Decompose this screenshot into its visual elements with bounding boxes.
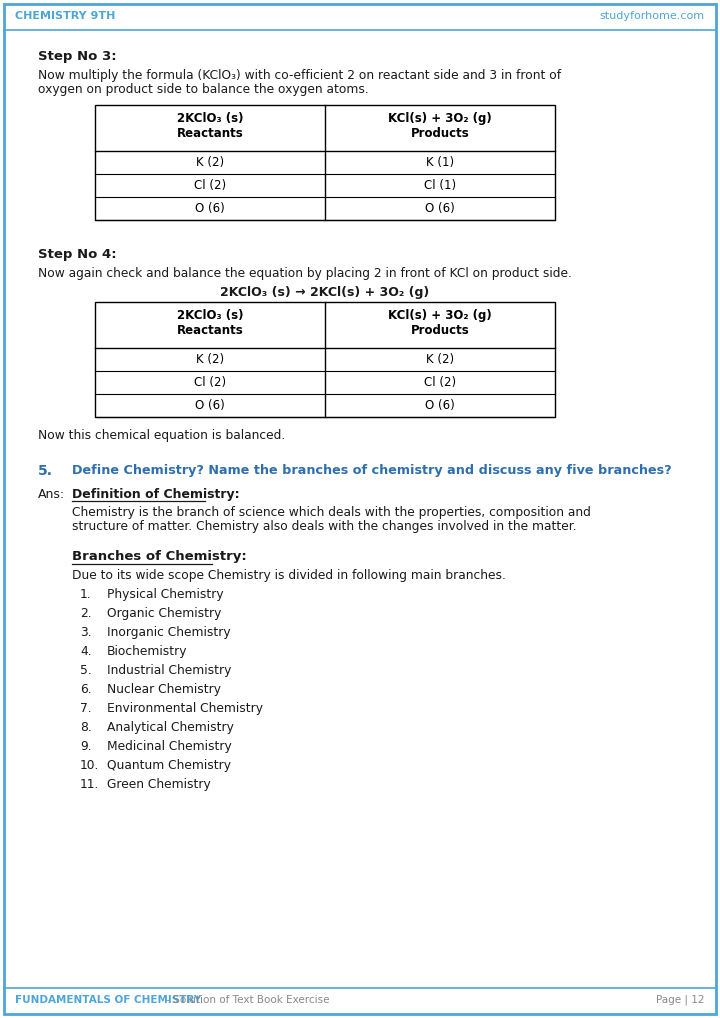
Text: Step No 4:: Step No 4: <box>38 248 117 261</box>
Text: Ans:: Ans: <box>38 488 65 501</box>
Text: 6.: 6. <box>80 683 91 696</box>
Text: 5.: 5. <box>38 464 53 478</box>
Text: FUNDAMENTALS OF CHEMISTRY: FUNDAMENTALS OF CHEMISTRY <box>15 995 202 1005</box>
Text: 2KClO₃ (s): 2KClO₃ (s) <box>176 112 243 125</box>
Text: studyforhome.com: studyforhome.com <box>600 11 705 21</box>
Text: Now multiply the formula (KClO₃) with co-efficient 2 on reactant side and 3 in f: Now multiply the formula (KClO₃) with co… <box>38 69 561 82</box>
Text: Now again check and balance the equation by placing 2 in front of KCl on product: Now again check and balance the equation… <box>38 267 572 280</box>
Text: Nuclear Chemistry: Nuclear Chemistry <box>107 683 221 696</box>
Text: Organic Chemistry: Organic Chemistry <box>107 607 221 620</box>
Text: K (2): K (2) <box>196 156 224 169</box>
Text: 11.: 11. <box>80 778 99 791</box>
Text: 10.: 10. <box>80 759 99 772</box>
Text: 3.: 3. <box>80 626 91 639</box>
Text: 2KClO₃ (s): 2KClO₃ (s) <box>176 309 243 322</box>
Text: Industrial Chemistry: Industrial Chemistry <box>107 664 231 677</box>
Text: Due to its wide scope Chemistry is divided in following main branches.: Due to its wide scope Chemistry is divid… <box>72 569 506 582</box>
Text: 8.: 8. <box>80 721 91 734</box>
Text: 4.: 4. <box>80 645 91 658</box>
Text: 7.: 7. <box>80 702 91 715</box>
Text: structure of matter. Chemistry also deals with the changes involved in the matte: structure of matter. Chemistry also deal… <box>72 520 577 533</box>
Text: Biochemistry: Biochemistry <box>107 645 187 658</box>
Text: 2KClO₃ (s) → 2KCl(s) + 3O₂ (g): 2KClO₃ (s) → 2KCl(s) + 3O₂ (g) <box>220 286 430 299</box>
Text: O (6): O (6) <box>195 202 225 215</box>
Text: Reactants: Reactants <box>176 127 243 140</box>
Text: Reactants: Reactants <box>176 324 243 337</box>
Text: 5.: 5. <box>80 664 91 677</box>
Text: Products: Products <box>410 324 469 337</box>
Text: Physical Chemistry: Physical Chemistry <box>107 588 224 601</box>
Text: Inorganic Chemistry: Inorganic Chemistry <box>107 626 230 639</box>
Text: Now this chemical equation is balanced.: Now this chemical equation is balanced. <box>38 429 285 442</box>
Bar <box>95 302 555 417</box>
Text: Cl (2): Cl (2) <box>194 179 226 192</box>
Text: Page | 12: Page | 12 <box>657 995 705 1005</box>
Text: O (6): O (6) <box>195 399 225 412</box>
Text: K (1): K (1) <box>426 156 454 169</box>
Text: K (2): K (2) <box>196 353 224 366</box>
Text: 2.: 2. <box>80 607 91 620</box>
Bar <box>95 105 555 220</box>
Text: Medicinal Chemistry: Medicinal Chemistry <box>107 740 232 753</box>
Text: Products: Products <box>410 127 469 140</box>
Text: Green Chemistry: Green Chemistry <box>107 778 211 791</box>
Text: Cl (1): Cl (1) <box>424 179 456 192</box>
Text: Define Chemistry? Name the branches of chemistry and discuss any five branches?: Define Chemistry? Name the branches of c… <box>72 464 672 477</box>
Text: Cl (2): Cl (2) <box>194 376 226 389</box>
Text: O (6): O (6) <box>425 202 455 215</box>
Text: Analytical Chemistry: Analytical Chemistry <box>107 721 234 734</box>
Text: Cl (2): Cl (2) <box>424 376 456 389</box>
Text: oxygen on product side to balance the oxygen atoms.: oxygen on product side to balance the ox… <box>38 83 369 96</box>
Text: O (6): O (6) <box>425 399 455 412</box>
Text: KCl(s) + 3O₂ (g): KCl(s) + 3O₂ (g) <box>388 112 492 125</box>
Text: Step No 3:: Step No 3: <box>38 50 117 63</box>
Text: Branches of Chemistry:: Branches of Chemistry: <box>72 550 247 563</box>
Text: Quantum Chemistry: Quantum Chemistry <box>107 759 231 772</box>
Text: - Solution of Text Book Exercise: - Solution of Text Book Exercise <box>163 995 330 1005</box>
Text: K (2): K (2) <box>426 353 454 366</box>
Text: Environmental Chemistry: Environmental Chemistry <box>107 702 263 715</box>
Text: Chemistry is the branch of science which deals with the properties, composition : Chemistry is the branch of science which… <box>72 506 591 519</box>
Text: KCl(s) + 3O₂ (g): KCl(s) + 3O₂ (g) <box>388 309 492 322</box>
Text: 9.: 9. <box>80 740 91 753</box>
Text: CHEMISTRY 9TH: CHEMISTRY 9TH <box>15 11 115 21</box>
Text: 1.: 1. <box>80 588 91 601</box>
Text: Definition of Chemistry:: Definition of Chemistry: <box>72 488 240 501</box>
